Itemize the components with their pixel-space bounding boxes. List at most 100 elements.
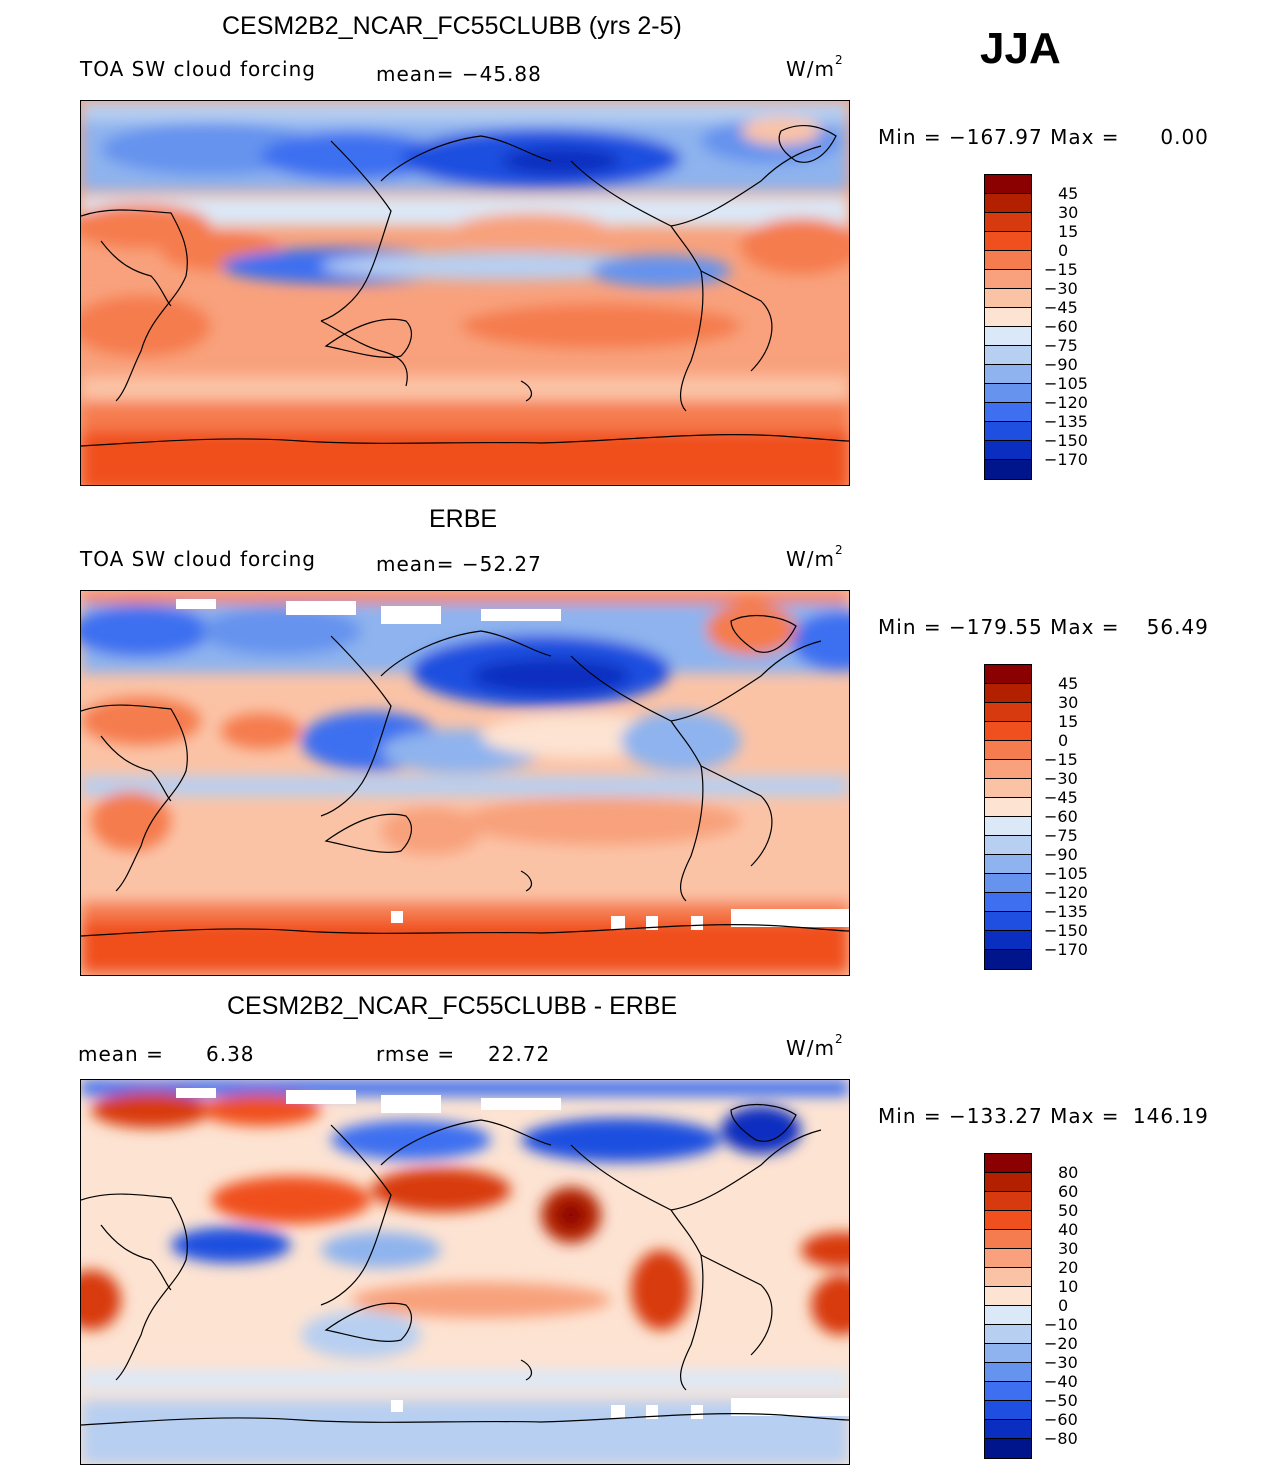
min-value: −167.97 — [948, 125, 1043, 149]
panel-1-mean: mean= −45.88 — [376, 62, 542, 86]
panel-3-field — [81, 1080, 849, 1464]
min-value: −133.27 — [948, 1104, 1043, 1128]
colorbar-tick-label: −105 — [1044, 374, 1088, 393]
max-label: Max = — [1050, 125, 1127, 149]
panel-1-variable-label: TOA SW cloud forcing — [80, 57, 316, 81]
colorbar-box — [985, 1268, 1031, 1287]
colorbar-tick-label: −15 — [1044, 260, 1078, 279]
missing-data-patches — [176, 599, 849, 930]
colorbar-box — [985, 703, 1031, 722]
units-text: W/m — [786, 57, 835, 81]
colorbar-box — [985, 441, 1031, 460]
colorbar-tick-label: −15 — [1044, 750, 1078, 769]
colorbar-tick-label: −90 — [1044, 355, 1078, 374]
colorbar-tick-label: 30 — [1058, 1239, 1079, 1258]
season-label: JJA — [980, 24, 1061, 73]
colorbar-tick-label: 50 — [1058, 1201, 1079, 1220]
panel-2-minmax: Min = −179.55 Max = 56.49 — [878, 615, 1209, 639]
colorbar-tick-label: −50 — [1044, 1391, 1078, 1410]
colorbar-box — [985, 270, 1031, 289]
colorbar-box — [985, 1230, 1031, 1249]
colorbar-box — [985, 779, 1031, 798]
colorbar-box — [985, 950, 1031, 969]
panel-3-colorbar — [984, 1153, 1032, 1459]
colorbar-tick-label: −75 — [1044, 336, 1078, 355]
units-text: W/m — [786, 1036, 835, 1060]
panel-2-mean: mean= −52.27 — [376, 552, 542, 576]
max-value: 56.49 — [1146, 615, 1209, 639]
colorbar-tick-label: −30 — [1044, 769, 1078, 788]
panel-3-map — [80, 1079, 850, 1465]
colorbar-box — [985, 1211, 1031, 1230]
colorbar-box — [985, 1325, 1031, 1344]
min-label: Min = — [878, 125, 949, 149]
colorbar-box — [985, 1154, 1031, 1173]
colorbar-box — [985, 327, 1031, 346]
colorbar-tick-label: 0 — [1058, 241, 1069, 260]
panel-3-rmse-label: rmse = — [376, 1042, 456, 1066]
colorbar-tick-label: −170 — [1044, 450, 1088, 469]
colorbar-tick-label: −45 — [1044, 788, 1078, 807]
colorbar-box — [985, 1173, 1031, 1192]
colorbar-box — [985, 1192, 1031, 1211]
panel-2-title: ERBE — [429, 505, 498, 533]
panel-1-title: CESM2B2_NCAR_FC55CLUBB (yrs 2-5) — [222, 12, 682, 40]
colorbar-box — [985, 213, 1031, 232]
colorbar-tick-label: −10 — [1044, 1315, 1078, 1334]
panel-2-map — [80, 590, 850, 976]
colorbar-box — [985, 1382, 1031, 1401]
panel-2-colorbar — [984, 664, 1032, 970]
max-label: Max = — [1050, 615, 1127, 639]
panel-3-minmax: Min = −133.27 Max = 146.19 — [878, 1104, 1209, 1128]
colorbar-box — [985, 346, 1031, 365]
colorbar-tick-label: −135 — [1044, 412, 1088, 431]
colorbar-tick-label: 45 — [1058, 184, 1079, 203]
colorbar-box — [985, 741, 1031, 760]
colorbar-tick-label: 80 — [1058, 1163, 1079, 1182]
colorbar-tick-label: 15 — [1058, 222, 1079, 241]
colorbar-box — [985, 194, 1031, 213]
colorbar-tick-label: 30 — [1058, 203, 1079, 222]
colorbar-box — [985, 1363, 1031, 1382]
colorbar-box — [985, 912, 1031, 931]
missing-data-patches — [176, 1088, 849, 1419]
colorbar-tick-label: −45 — [1044, 298, 1078, 317]
min-value: −179.55 — [948, 615, 1043, 639]
colorbar-tick-label: −40 — [1044, 1372, 1078, 1391]
colorbar-tick-label: −120 — [1044, 883, 1088, 902]
min-label: Min = — [878, 1104, 949, 1128]
colorbar-box — [985, 855, 1031, 874]
panel-3-mean-value: 6.38 — [206, 1042, 255, 1066]
min-label: Min = — [878, 615, 949, 639]
colorbar-tick-label: −135 — [1044, 902, 1088, 921]
colorbar-tick-label: −60 — [1044, 1410, 1078, 1429]
colorbar-tick-label: −150 — [1044, 431, 1088, 450]
colorbar-box — [985, 722, 1031, 741]
colorbar-tick-label: 45 — [1058, 674, 1079, 693]
panel-2-variable-label: TOA SW cloud forcing — [80, 547, 316, 571]
colorbar-tick-label: 15 — [1058, 712, 1079, 731]
max-value: 146.19 — [1132, 1104, 1209, 1128]
units-superscript: 2 — [835, 543, 844, 557]
colorbar-box — [985, 1249, 1031, 1268]
colorbar-tick-label: −60 — [1044, 807, 1078, 826]
colorbar-box — [985, 422, 1031, 441]
colorbar-tick-label: −80 — [1044, 1429, 1078, 1448]
colorbar-box — [985, 874, 1031, 893]
panel-3-units: W/m2 — [786, 1032, 844, 1060]
units-text: W/m — [786, 547, 835, 571]
colorbar-box — [985, 1401, 1031, 1420]
max-label: Max = — [1050, 1104, 1127, 1128]
panel-3-mean-label: mean = — [78, 1042, 164, 1066]
colorbar-tick-label: −20 — [1044, 1334, 1078, 1353]
units-superscript: 2 — [835, 53, 844, 67]
colorbar-box — [985, 289, 1031, 308]
colorbar-box — [985, 760, 1031, 779]
colorbar-box — [985, 1287, 1031, 1306]
colorbar-box — [985, 1306, 1031, 1325]
colorbar-box — [985, 460, 1031, 479]
coastlines — [81, 1104, 849, 1426]
panel-3-title: CESM2B2_NCAR_FC55CLUBB - ERBE — [227, 992, 678, 1020]
colorbar-tick-label: −60 — [1044, 317, 1078, 336]
colorbar-box — [985, 931, 1031, 950]
